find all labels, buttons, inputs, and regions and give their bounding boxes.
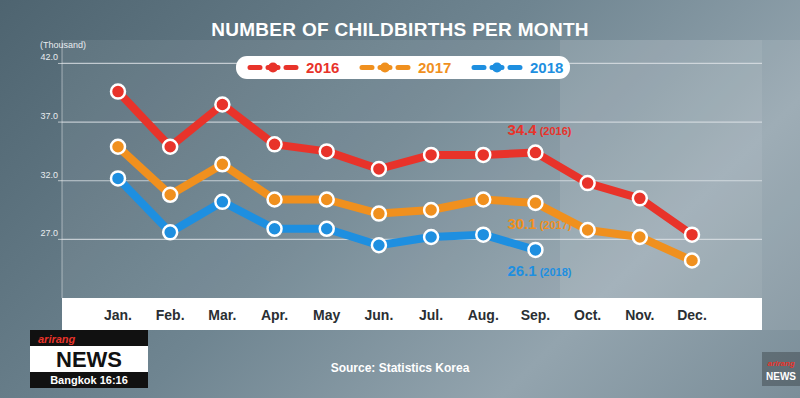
- series-point: [581, 176, 595, 190]
- y-tick-label: 42.0: [40, 52, 58, 62]
- y-tick: [58, 122, 62, 123]
- x-tick-label: Apr.: [261, 307, 288, 323]
- x-tick-label: Nov.: [625, 307, 654, 323]
- value-label: 34.4 (2016): [507, 121, 571, 138]
- value-label-suffix: (2017): [537, 219, 572, 231]
- series-point: [372, 162, 386, 176]
- x-tick-label: Dec.: [677, 307, 707, 323]
- corner-logo-brand: NEWS: [766, 371, 796, 382]
- chart-title: NUMBER OF CHILDBIRTHS PER MONTH: [211, 19, 589, 40]
- series-point: [215, 98, 229, 112]
- y-tick-label: 37.0: [40, 111, 58, 121]
- series-point: [528, 196, 542, 210]
- x-tick-label: Jun.: [365, 307, 394, 323]
- logo-brand-box: [30, 346, 148, 372]
- series-point: [581, 223, 595, 237]
- grid-line: [62, 180, 762, 181]
- series-point: [685, 253, 699, 267]
- series-point: [111, 85, 125, 99]
- series-point: [424, 148, 438, 162]
- series-point: [685, 228, 699, 242]
- value-label-suffix: (2018): [537, 266, 572, 278]
- corner-logo-box: [762, 352, 800, 386]
- series-point: [372, 238, 386, 252]
- y-tick-label: 32.0: [40, 170, 58, 180]
- series-point: [476, 228, 490, 242]
- series-point: [111, 140, 125, 154]
- y-axis-label: (Thousand): [40, 40, 86, 50]
- value-label-number: 30.1: [507, 215, 536, 232]
- value-label-suffix: (2016): [537, 125, 572, 137]
- x-tick-label: May: [313, 307, 340, 323]
- y-tick: [58, 63, 62, 64]
- logo-bottom: [30, 372, 148, 388]
- y-axis-line: [62, 40, 63, 298]
- series-point: [268, 137, 282, 151]
- logo-brand: NEWS: [56, 347, 122, 372]
- series-point: [424, 203, 438, 217]
- x-tick-label: Jul.: [419, 307, 443, 323]
- legend-label: 2017: [418, 59, 451, 76]
- y-tick: [58, 180, 62, 181]
- series-point: [215, 157, 229, 171]
- news-logo: arirang NEWS Bangkok 16:16: [30, 330, 148, 388]
- series-point: [111, 171, 125, 185]
- plot-background: [62, 40, 762, 298]
- y-tick: [58, 239, 62, 240]
- series-point: [163, 225, 177, 239]
- grid-line: [62, 121, 762, 122]
- legend-marker: [268, 63, 278, 73]
- legend-label: 2016: [306, 59, 339, 76]
- series-point: [476, 148, 490, 162]
- value-label-number: 26.1: [507, 262, 536, 279]
- series-point: [372, 207, 386, 221]
- series-point: [320, 192, 334, 206]
- x-tick-label: Jan.: [104, 307, 132, 323]
- series-point: [424, 230, 438, 244]
- x-tick-label: Sep.: [521, 307, 551, 323]
- y-tick-label: 27.0: [40, 228, 58, 238]
- x-axis-band: [62, 298, 762, 330]
- series-point: [268, 192, 282, 206]
- series-point: [163, 188, 177, 202]
- series-point: [163, 140, 177, 154]
- plot-marks: [111, 85, 699, 268]
- legend: 2016 2017 2018: [236, 56, 570, 79]
- logo-top: [30, 330, 148, 348]
- series-line: [118, 147, 692, 261]
- value-label-number: 34.4: [507, 121, 537, 138]
- series-point: [268, 222, 282, 236]
- location-time: Bangkok 16:16: [50, 374, 128, 386]
- series-point: [476, 192, 490, 206]
- x-tick-label: Feb.: [156, 307, 185, 323]
- series-point: [320, 222, 334, 236]
- legend-marker: [380, 63, 390, 73]
- series-point: [633, 230, 647, 244]
- legend-marker: [492, 63, 502, 73]
- value-label: 30.1 (2017): [507, 215, 571, 232]
- corner-logo-text: arirang: [767, 359, 794, 368]
- series-point: [528, 146, 542, 160]
- x-tick-label: Aug.: [468, 307, 499, 323]
- series-line: [118, 178, 536, 250]
- series-point: [215, 195, 229, 209]
- legend-box: [236, 56, 570, 79]
- legend-label: 2018: [530, 59, 563, 76]
- series-point: [528, 243, 542, 257]
- value-label: 26.1 (2018): [507, 262, 571, 279]
- source-text: Source: Statistics Korea: [331, 361, 470, 375]
- chart-svg: NUMBER OF CHILDBIRTHS PER MONTH (Thousand…: [0, 0, 800, 398]
- x-tick-label: Mar.: [208, 307, 236, 323]
- x-tick-label: Oct.: [574, 307, 601, 323]
- corner-logo: arirang NEWS: [762, 352, 800, 386]
- chart-root: NUMBER OF CHILDBIRTHS PER MONTH (Thousand…: [0, 0, 800, 398]
- series-point: [320, 144, 334, 158]
- logo-text: arirang: [38, 333, 76, 345]
- series-point: [633, 191, 647, 205]
